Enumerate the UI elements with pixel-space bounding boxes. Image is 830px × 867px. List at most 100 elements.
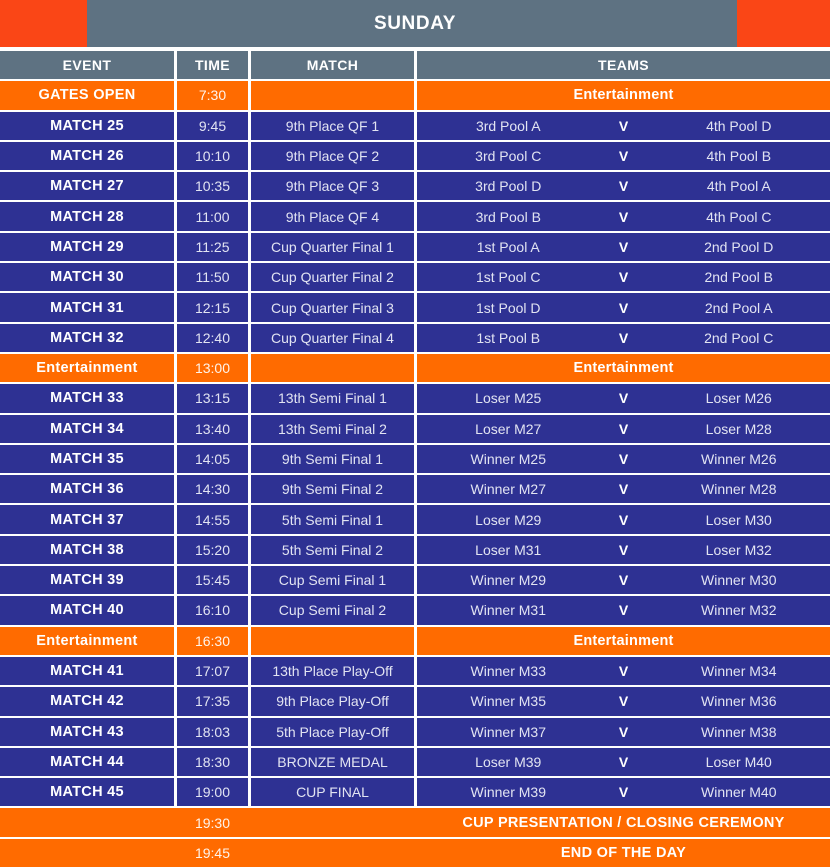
- time-cell: 15:20: [177, 535, 248, 565]
- team-away: Winner M36: [701, 693, 777, 710]
- teams-cell: Winner M25 V Winner M26: [417, 444, 830, 474]
- match-cell: Cup Semi Final 1: [251, 566, 414, 595]
- event-cell: MATCH 25: [0, 111, 174, 140]
- team-away: Winner M26: [701, 451, 777, 467]
- vs-label: V: [618, 784, 629, 801]
- time-cell: 10:10: [177, 141, 248, 171]
- team-home: 3rd Pool D: [475, 178, 542, 195]
- event-cell: MATCH 36: [0, 475, 174, 504]
- teams-cell: 3rd Pool C V 4th Pool B: [417, 141, 830, 171]
- footer-label: END OF THE DAY: [560, 844, 687, 861]
- team-away: Loser M30: [705, 511, 772, 528]
- match-row: MATCH 41 17:07 13th Place Play-Off Winner M…: [0, 656, 830, 686]
- team-home: Winner M33: [470, 663, 546, 680]
- time-cell: 11:25: [177, 232, 248, 262]
- match-cell: Cup Quarter Final 1: [251, 232, 414, 262]
- match-cell: 9th Place Play-Off: [251, 687, 414, 716]
- vs-label: V: [618, 481, 629, 498]
- entertainment-row: Entertainment 16:30 Entertainment: [0, 626, 830, 655]
- time-cell: 18:03: [177, 717, 248, 746]
- teams-cell: Winner M29 V Winner M30: [417, 566, 830, 595]
- team-away: Winner M30: [701, 572, 777, 589]
- vs-label: V: [618, 117, 629, 134]
- event-cell: MATCH 26: [0, 141, 174, 171]
- match-cell: 9th Place QF 2: [251, 141, 414, 171]
- event-cell: MATCH 28: [0, 202, 174, 231]
- event-column-header: EVENT: [0, 51, 174, 80]
- corner-accent-right: [737, 0, 830, 47]
- schedule-table: EVENT TIME MATCH TEAMS GATES OPEN 7:30 Enterta…: [0, 51, 830, 867]
- teams-cell: Loser M29 V Loser M30: [417, 505, 830, 534]
- match-cell: 5th Semi Final 2: [251, 535, 414, 565]
- match-cell: BRONZE MEDAL: [251, 747, 414, 777]
- match-cell: 13th Semi Final 2: [251, 414, 414, 443]
- match-row: MATCH 45 19:00 CUP FINAL Winner M39 V Winner …: [0, 778, 830, 807]
- teams-cell: 1st Pool A V 2nd Pool D: [417, 232, 830, 262]
- match-cell: 9th Place QF 3: [251, 172, 414, 201]
- corner-accent-left: [0, 0, 87, 47]
- event-cell: MATCH 37: [0, 505, 174, 534]
- vs-label: V: [618, 663, 629, 680]
- team-away: 2nd Pool A: [704, 299, 773, 316]
- time-cell: 17:07: [177, 656, 248, 686]
- event-cell: GATES OPEN: [0, 81, 174, 110]
- event-cell: MATCH 29: [0, 232, 174, 262]
- teams-cell: Entertainment: [417, 626, 830, 655]
- vs-label: V: [618, 208, 629, 225]
- team-home: 3rd Pool C: [475, 148, 542, 165]
- event-cell: MATCH 42: [0, 687, 174, 716]
- vs-label: V: [618, 693, 629, 710]
- vs-label: V: [618, 148, 629, 165]
- time-cell: 11:50: [177, 263, 248, 292]
- match-row: MATCH 35 14:05 9th Semi Final 1 Winner M25 V…: [0, 444, 830, 474]
- time-cell: 10:35: [177, 172, 248, 201]
- team-home: Winner M25: [470, 451, 546, 467]
- vs-label: V: [618, 299, 629, 316]
- match-row: MATCH 29 11:25 Cup Quarter Final 1 1st Pool…: [0, 232, 830, 262]
- match-cell: Cup Quarter Final 3: [251, 293, 414, 322]
- time-cell: 15:45: [177, 566, 248, 595]
- team-away: 4th Pool C: [706, 208, 772, 225]
- time-cell: 18:30: [177, 747, 248, 777]
- match-cell: Cup Semi Final 2: [251, 596, 414, 625]
- team-home: Winner M35: [470, 693, 546, 710]
- team-home: Loser M31: [475, 541, 542, 558]
- match-cell: 9th Place QF 4: [251, 202, 414, 231]
- match-row: MATCH 40 16:10 Cup Semi Final 2 Winner M31 V…: [0, 596, 830, 625]
- match-column-header: MATCH: [251, 51, 414, 80]
- match-cell: 5th Place Play-Off: [251, 717, 414, 746]
- event-cell: MATCH 34: [0, 414, 174, 443]
- team-home: Loser M29: [475, 511, 542, 528]
- match-row: MATCH 32 12:40 Cup Quarter Final 4 1st Pool…: [0, 323, 830, 352]
- vs-label: V: [618, 602, 629, 619]
- team-away: 4th Pool A: [706, 178, 771, 195]
- team-away: 2nd Pool D: [704, 238, 774, 255]
- match-row: MATCH 28 11:00 9th Place QF 4 3rd Pool B V 4t…: [0, 202, 830, 231]
- vs-label: V: [618, 238, 629, 255]
- event-cell: MATCH 38: [0, 535, 174, 565]
- time-cell: 19:00: [177, 778, 248, 807]
- event-cell: MATCH 35: [0, 444, 174, 474]
- team-away: Winner M34: [701, 663, 777, 680]
- team-away: Loser M26: [705, 390, 772, 407]
- match-cell: CUP FINAL: [251, 778, 414, 807]
- match-cell: 13th Place Play-Off: [251, 656, 414, 686]
- team-home: Loser M25: [475, 390, 542, 407]
- teams-cell: Winner M39 V Winner M40: [417, 778, 830, 807]
- event-cell: MATCH 33: [0, 384, 174, 413]
- teams-cell: Winner M27 V Winner M28: [417, 475, 830, 504]
- team-away: 4th Pool B: [706, 148, 772, 165]
- teams-cell: 3rd Pool B V 4th Pool C: [417, 202, 830, 231]
- time-cell: 12:15: [177, 293, 248, 322]
- time-cell: 19:45: [194, 844, 231, 861]
- vs-label: V: [618, 329, 629, 346]
- team-home: Winner M29: [470, 572, 546, 589]
- match-cell: 13th Semi Final 1: [251, 384, 414, 413]
- match-cell: Cup Quarter Final 2: [251, 263, 414, 292]
- vs-label: V: [618, 541, 629, 558]
- match-row: MATCH 43 18:03 5th Place Play-Off Winner M3…: [0, 717, 830, 746]
- match-row: MATCH 42 17:35 9th Place Play-Off Winner M3…: [0, 687, 830, 716]
- teams-cell: 3rd Pool D V 4th Pool A: [417, 172, 830, 201]
- match-row: MATCH 25 9:45 9th Place QF 1 3rd Pool A V 4th…: [0, 111, 830, 140]
- match-cell: 9th Place QF 1: [251, 111, 414, 140]
